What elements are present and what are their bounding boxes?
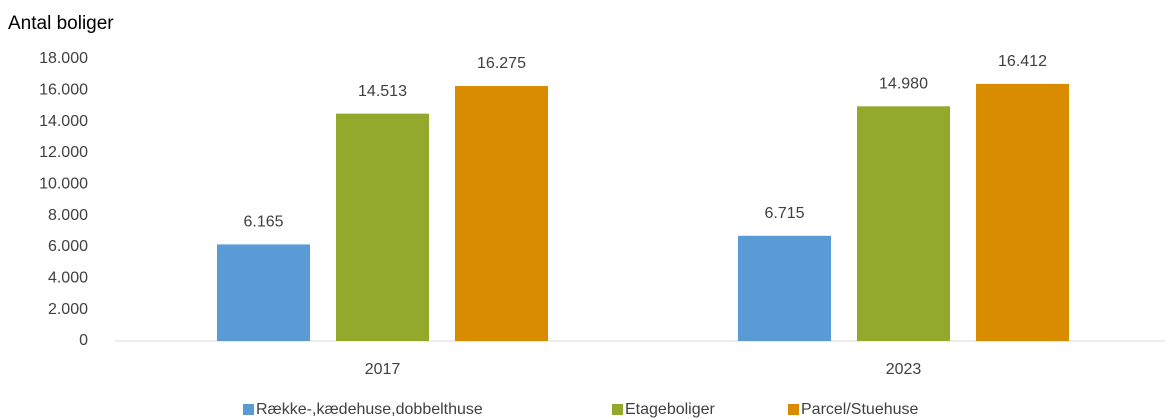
y-tick-label: 2.000 — [48, 301, 88, 318]
legend-label: Række-,kædehuse,dobbelthuse — [256, 401, 483, 418]
y-tick-label: 14.000 — [39, 113, 88, 130]
y-tick-label: 4.000 — [48, 270, 88, 287]
legend-label: Etageboliger — [625, 401, 716, 418]
value-label: 6.715 — [764, 205, 804, 222]
y-axis-label: Antal boliger — [8, 13, 114, 34]
y-tick-label: 18.000 — [39, 50, 88, 67]
legend-swatch — [788, 404, 799, 415]
y-tick-label: 0 — [79, 332, 88, 349]
value-label: 6.165 — [243, 214, 283, 231]
bar — [455, 86, 548, 342]
y-tick-label: 8.000 — [48, 207, 88, 224]
legend-swatch — [243, 404, 254, 415]
legend-label: Parcel/Stuehuse — [801, 401, 919, 418]
value-label: 16.412 — [998, 53, 1047, 70]
value-label: 14.980 — [879, 76, 928, 93]
bar — [336, 113, 429, 341]
legend-swatch — [612, 404, 623, 415]
y-tick-label: 12.000 — [39, 144, 88, 161]
bar — [217, 244, 310, 341]
bar — [976, 83, 1069, 342]
y-tick-label: 16.000 — [39, 82, 88, 99]
value-label: 16.275 — [477, 55, 526, 72]
y-tick-label: 10.000 — [39, 176, 88, 193]
y-tick-label: 6.000 — [48, 238, 88, 255]
x-tick-label: 2023 — [886, 361, 922, 378]
bar — [857, 106, 950, 342]
x-tick-label: 2017 — [365, 361, 401, 378]
bar — [738, 235, 831, 341]
value-label: 14.513 — [358, 83, 407, 100]
